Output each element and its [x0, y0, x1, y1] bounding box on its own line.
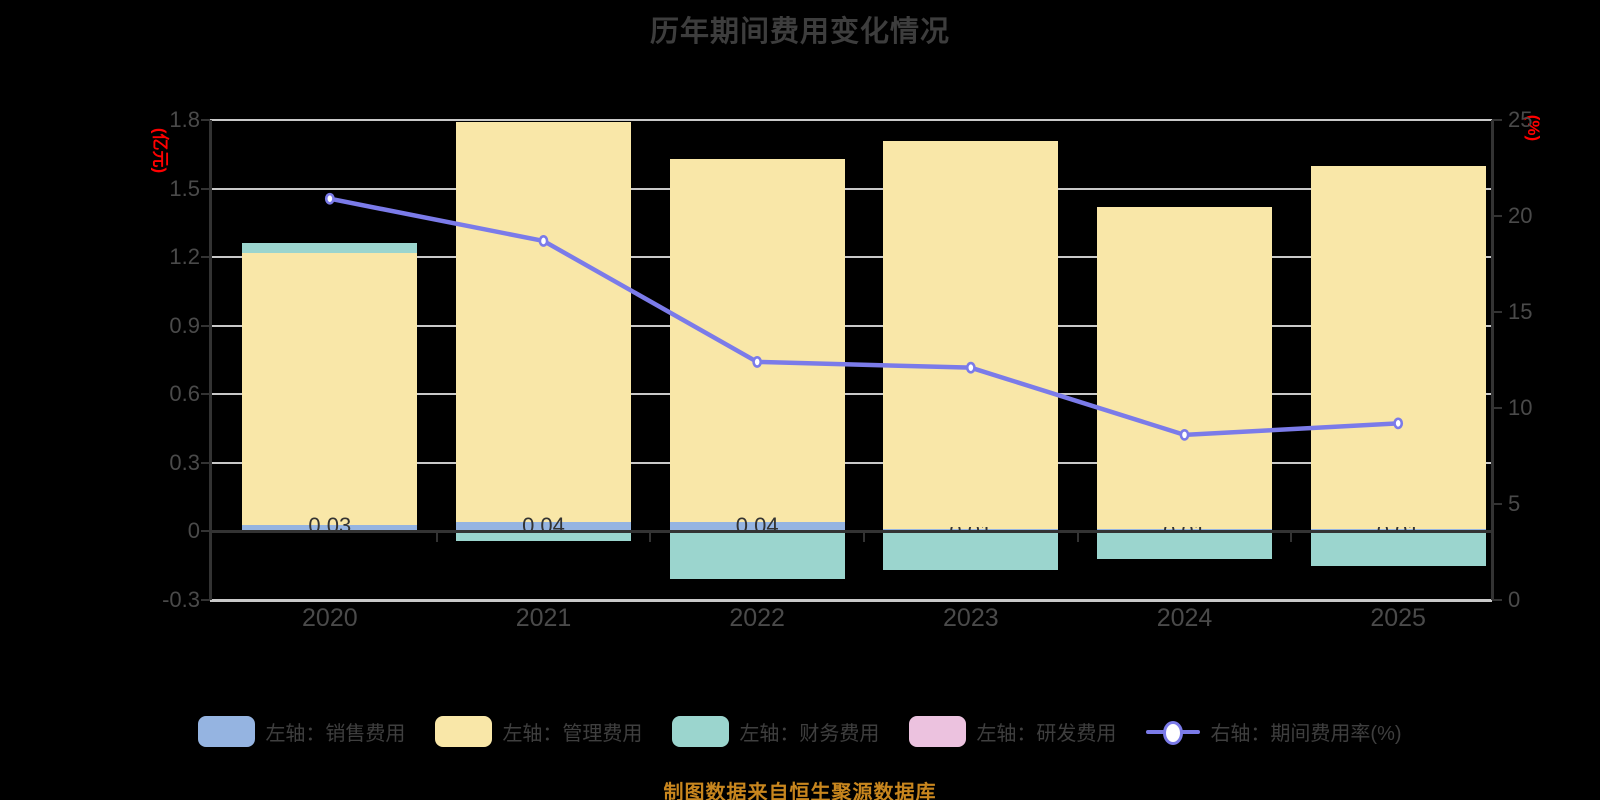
bar-value-text: 0.01 — [1311, 527, 1486, 531]
bar-finance-2025[interactable] — [1310, 531, 1486, 566]
right-axis-label-20: 20 — [1508, 203, 1533, 228]
legend: 左轴：销售费用 左轴：管理费用 左轴：财务费用 左轴：研发费用 右轴：期间费用率(%) — [0, 716, 1600, 747]
bar-value-label-2020: 0.03 — [242, 515, 417, 531]
left-axis-tick--0.3 — [201, 599, 210, 601]
right-axis-tick-25 — [1492, 119, 1502, 121]
chart-title: 历年期间费用变化情况 — [649, 16, 950, 48]
right-axis-tick-5 — [1492, 503, 1502, 505]
legend-item-rnd[interactable]: 左轴：研发费用 — [909, 716, 1116, 747]
x-axis-label-2022: 2022 — [729, 604, 785, 633]
bar-admin-2024[interactable] — [1097, 206, 1272, 530]
bar-sales-2021[interactable] — [456, 522, 631, 532]
left-axis-label--0.3: -0.3 — [162, 587, 200, 612]
left-axis-tick-1.2 — [201, 256, 210, 259]
bar-value-label-2023: 0.01 — [883, 527, 1058, 531]
legend-item-ratio[interactable]: 右轴：期间费用率(%) — [1146, 716, 1402, 747]
x-axis-tick-2 — [649, 533, 652, 543]
left-axis-tick-0.6 — [201, 393, 210, 396]
left-axis-label-0: 0 — [187, 518, 200, 544]
bar-value-label-2022: 0.04 — [670, 515, 845, 531]
bar-sales-2022[interactable] — [669, 522, 845, 532]
x-axis-tick-3 — [863, 533, 865, 543]
left-axis-tick-1.8 — [201, 119, 210, 121]
gridline--0.3 — [210, 599, 1492, 602]
bar-value-text: 0.01 — [883, 527, 1058, 531]
left-axis-label-1.5: 1.5 — [169, 175, 200, 201]
bar-admin-2020[interactable] — [242, 252, 418, 525]
legend-label-rnd: 左轴：研发费用 — [976, 723, 1117, 745]
legend-swatch-rnd-icon — [909, 716, 967, 747]
bar-admin-2025[interactable] — [1310, 165, 1486, 530]
left-axis-label-0.6: 0.6 — [169, 381, 200, 407]
right-axis-tick-15 — [1492, 311, 1502, 313]
bar-sales-2020[interactable] — [242, 524, 418, 532]
legend-label-sales: 左轴：销售费用 — [265, 723, 406, 745]
right-axis-label-25: 25 — [1508, 107, 1533, 132]
x-axis-label-2021: 2021 — [515, 604, 572, 633]
bar-finance-2024[interactable] — [1097, 531, 1272, 559]
left-axis-tick-1.5 — [201, 187, 210, 190]
legend-label-finance: 左轴：财务费用 — [739, 723, 880, 745]
left-axis-label-0.3: 0.3 — [169, 449, 200, 475]
x-axis-zero-line — [210, 529, 1492, 533]
bar-admin-2021[interactable] — [456, 122, 631, 523]
legend-swatch-admin-icon — [435, 716, 493, 747]
gridline-0.3 — [210, 461, 1492, 464]
legend-line-marker-icon — [1146, 716, 1201, 747]
bar-value-text: 0.03 — [308, 515, 352, 532]
x-axis-label-2024: 2024 — [1156, 604, 1213, 633]
legend-label-ratio: 右轴：期间费用率(%) — [1210, 723, 1402, 745]
legend-swatch-finance-icon — [672, 716, 730, 747]
x-axis-label-2025: 2025 — [1370, 604, 1426, 633]
x-axis-label-2023: 2023 — [943, 604, 999, 633]
left-axis-tick-0.3 — [201, 461, 210, 464]
right-axis-tick-0 — [1492, 599, 1502, 601]
bar-value-label-2024: 0.01 — [1097, 527, 1272, 531]
bar-value-label-2025: 0.01 — [1311, 527, 1486, 531]
bar-value-text: 0.04 — [735, 515, 779, 532]
legend-swatch-sales-icon — [198, 716, 256, 747]
x-axis-label-2020: 2020 — [302, 604, 358, 633]
footer-note: 制图数据来自恒生聚源数据库 — [663, 782, 937, 800]
x-axis-tick-1 — [435, 533, 438, 543]
right-axis-tick-20 — [1492, 215, 1502, 217]
legend-item-finance[interactable]: 左轴：财务费用 — [672, 716, 879, 747]
left-axis-line — [208, 120, 212, 600]
bar-value-text: 0.01 — [1097, 527, 1272, 531]
left-axis-label-0.9: 0.9 — [169, 312, 200, 338]
right-axis-tick-10 — [1492, 407, 1502, 409]
left-axis-tick-0.9 — [201, 324, 210, 327]
bar-finance-2023[interactable] — [883, 531, 1059, 571]
bar-finance-2022[interactable] — [669, 531, 845, 580]
bar-value-label-2021: 0.04 — [456, 515, 631, 531]
legend-label-admin: 左轴：管理费用 — [502, 723, 643, 745]
legend-line-dot — [1163, 721, 1184, 745]
bar-value-text: 0.04 — [522, 515, 565, 532]
line-marker-2020[interactable] — [324, 192, 335, 205]
x-axis-tick-5 — [1290, 533, 1293, 543]
right-axis-label-15: 15 — [1508, 299, 1533, 324]
bar-admin-2022[interactable] — [669, 158, 845, 523]
x-axis-tick-4 — [1076, 533, 1079, 543]
legend-item-sales[interactable]: 左轴：销售费用 — [198, 716, 405, 747]
left-axis-tick-0 — [201, 530, 210, 533]
bar-admin-2023[interactable] — [883, 140, 1059, 530]
right-axis-label-5: 5 — [1508, 491, 1521, 516]
gridline-1.5 — [210, 187, 1492, 190]
bar-finance-2021[interactable] — [456, 531, 631, 541]
left-axis-label-1.8: 1.8 — [169, 107, 200, 132]
legend-item-admin[interactable]: 左轴：管理费用 — [435, 716, 642, 747]
right-axis-line — [1490, 120, 1494, 600]
right-axis-label-0: 0 — [1508, 587, 1521, 612]
left-axis-label-1.2: 1.2 — [169, 244, 200, 270]
right-axis-label-10: 10 — [1508, 395, 1533, 420]
bar-finance-2020[interactable] — [242, 243, 418, 253]
gridline-1.8 — [210, 119, 1492, 121]
